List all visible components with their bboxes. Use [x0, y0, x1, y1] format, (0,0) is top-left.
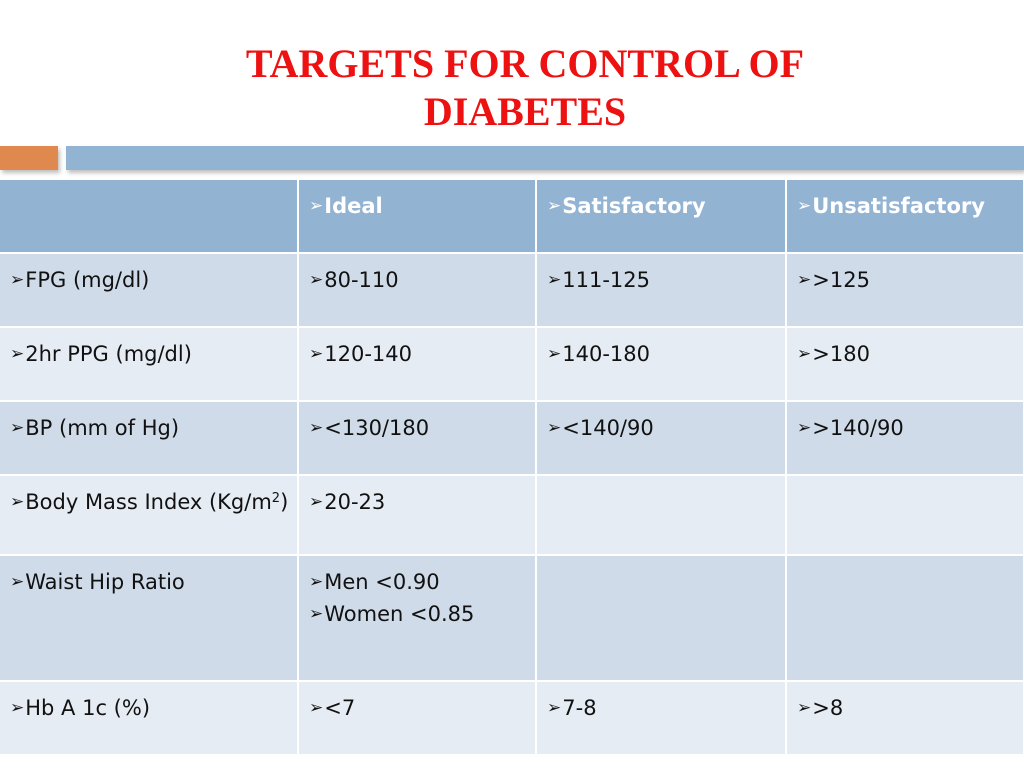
arrow-bullet-icon: ➢	[10, 270, 25, 290]
slide-title-line-2: DIABETES	[423, 89, 627, 134]
arrow-bullet-icon: ➢	[10, 344, 25, 364]
satisfactory-cell: ➢<140/90	[535, 400, 787, 476]
unsatisfactory-cell: ➢>180	[785, 326, 1024, 402]
arrow-bullet-icon: ➢	[797, 344, 812, 364]
header-cell-unsatisfactory: ➢Unsatisfactory	[785, 178, 1024, 254]
row-label: ➢BP (mm of Hg)	[0, 400, 299, 476]
ideal-cell: ➢<130/180	[297, 400, 537, 476]
table-row: ➢Body Mass Index (Kg/m2) ➢20-23	[0, 474, 1024, 556]
table-header-row: ➢Ideal ➢Satisfactory ➢Unsatisfactory	[0, 178, 1024, 254]
satisfactory-cell: ➢111-125	[535, 252, 787, 328]
table-row: ➢FPG (mg/dl) ➢80-110 ➢111-125 ➢>125	[0, 252, 1024, 328]
arrow-bullet-icon: ➢	[309, 492, 324, 512]
arrow-bullet-icon: ➢	[547, 344, 562, 364]
header-cell-empty	[0, 178, 299, 254]
ideal-line: ➢Men <0.90	[309, 570, 440, 594]
arrow-bullet-icon: ➢	[547, 418, 562, 438]
row-label: ➢2hr PPG (mg/dl)	[0, 326, 299, 402]
arrow-bullet-icon: ➢	[309, 604, 324, 624]
header-cell-satisfactory: ➢Satisfactory	[535, 178, 787, 254]
arrow-bullet-icon: ➢	[309, 270, 324, 290]
ideal-cell: ➢<7	[297, 680, 537, 756]
satisfactory-cell: ➢7-8	[535, 680, 787, 756]
arrow-bullet-icon: ➢	[309, 344, 324, 364]
arrow-bullet-icon: ➢	[10, 572, 25, 592]
unsatisfactory-cell: ➢>8	[785, 680, 1024, 756]
arrow-bullet-icon: ➢	[797, 418, 812, 438]
table-row: ➢BP (mm of Hg) ➢<130/180 ➢<140/90 ➢>140/…	[0, 400, 1024, 476]
satisfactory-cell	[535, 554, 787, 682]
table-row: ➢Waist Hip Ratio ➢Men <0.90 ➢Women <0.85	[0, 554, 1024, 682]
ideal-cell: ➢20-23	[297, 474, 537, 556]
decorative-blue-bar	[66, 146, 1024, 170]
ideal-cell: ➢120-140	[297, 326, 537, 402]
row-label: ➢FPG (mg/dl)	[0, 252, 299, 328]
arrow-bullet-icon: ➢	[309, 572, 324, 592]
header-cell-ideal: ➢Ideal	[297, 178, 537, 254]
superscript: 2	[271, 491, 281, 506]
unsatisfactory-cell	[785, 474, 1024, 556]
row-label: ➢Waist Hip Ratio	[0, 554, 299, 682]
arrow-bullet-icon: ➢	[547, 196, 562, 216]
decorative-orange-bar	[0, 146, 58, 170]
unsatisfactory-cell: ➢>140/90	[785, 400, 1024, 476]
arrow-bullet-icon: ➢	[10, 418, 25, 438]
diabetes-targets-table: ➢Ideal ➢Satisfactory ➢Unsatisfactory ➢FP…	[0, 178, 1024, 756]
arrow-bullet-icon: ➢	[309, 196, 324, 216]
row-label: ➢Body Mass Index (Kg/m2)	[0, 474, 299, 556]
arrow-bullet-icon: ➢	[547, 270, 562, 290]
row-label: ➢Hb A 1c (%)	[0, 680, 299, 756]
ideal-cell: ➢Men <0.90 ➢Women <0.85	[297, 554, 537, 682]
arrow-bullet-icon: ➢	[797, 698, 812, 718]
ideal-cell: ➢80-110	[297, 252, 537, 328]
unsatisfactory-cell	[785, 554, 1024, 682]
slide-title: TARGETS FOR CONTROL OF DIABETES	[0, 40, 1024, 136]
ideal-line: ➢Women <0.85	[309, 602, 475, 626]
table-row: ➢2hr PPG (mg/dl) ➢120-140 ➢140-180 ➢>180	[0, 326, 1024, 402]
unsatisfactory-cell: ➢>125	[785, 252, 1024, 328]
table-row: ➢Hb A 1c (%) ➢<7 ➢7-8 ➢>8	[0, 680, 1024, 756]
satisfactory-cell	[535, 474, 787, 556]
arrow-bullet-icon: ➢	[10, 698, 25, 718]
arrow-bullet-icon: ➢	[309, 698, 324, 718]
arrow-bullet-icon: ➢	[797, 196, 812, 216]
arrow-bullet-icon: ➢	[797, 270, 812, 290]
arrow-bullet-icon: ➢	[547, 698, 562, 718]
arrow-bullet-icon: ➢	[309, 418, 324, 438]
arrow-bullet-icon: ➢	[10, 492, 25, 512]
satisfactory-cell: ➢140-180	[535, 326, 787, 402]
slide-title-line-1: TARGETS FOR CONTROL OF	[245, 41, 805, 86]
